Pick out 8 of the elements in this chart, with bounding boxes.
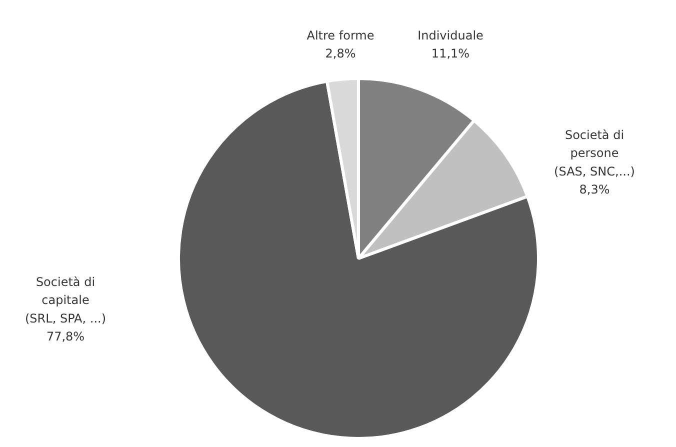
data-label: 77,8%: [46, 330, 85, 344]
slice-label: Società di persone (SAS, SNC,...): [554, 128, 635, 178]
data-label: 11,1%: [431, 46, 470, 60]
data-label: 2,8%: [325, 46, 356, 60]
slice-label: Individuale: [418, 28, 484, 42]
slice-label: Società di capitale (SRL, SPA, ...): [25, 274, 106, 326]
data-label: 8,3%: [579, 182, 610, 196]
slice-label: Altre forme: [306, 28, 374, 42]
